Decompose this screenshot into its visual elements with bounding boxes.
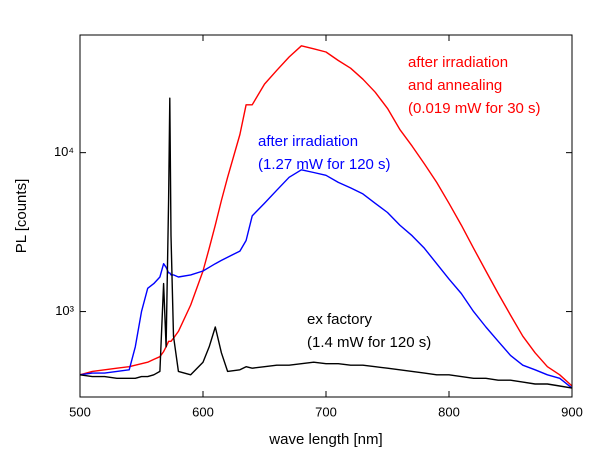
annotation: ex factory bbox=[307, 311, 373, 328]
x-tick-label: 600 bbox=[192, 404, 214, 419]
data-line bbox=[79, 97, 573, 389]
annotation: and annealing bbox=[408, 77, 502, 94]
data-line bbox=[79, 45, 573, 387]
annotation: (1.27 mW for 120 s) bbox=[258, 156, 391, 173]
x-tick-label: 500 bbox=[69, 404, 91, 419]
x-axis-label: wave length [nm] bbox=[268, 431, 382, 448]
x-tick-label: 700 bbox=[315, 404, 337, 419]
y-tick-label: 10⁴ bbox=[54, 144, 74, 159]
annotation: after irradiation bbox=[408, 54, 508, 71]
plot-frame bbox=[79, 34, 573, 398]
y-axis-label: PL [counts] bbox=[13, 179, 30, 254]
annotation: (0.019 mW for 30 s) bbox=[408, 100, 541, 117]
x-tick-label: 800 bbox=[438, 404, 460, 419]
annotation: after irradiation bbox=[258, 133, 358, 150]
x-tick-label: 900 bbox=[561, 404, 583, 419]
y-tick-label: 10³ bbox=[55, 303, 74, 318]
annotation: (1.4 mW for 120 s) bbox=[307, 334, 431, 351]
data-line bbox=[79, 169, 573, 389]
